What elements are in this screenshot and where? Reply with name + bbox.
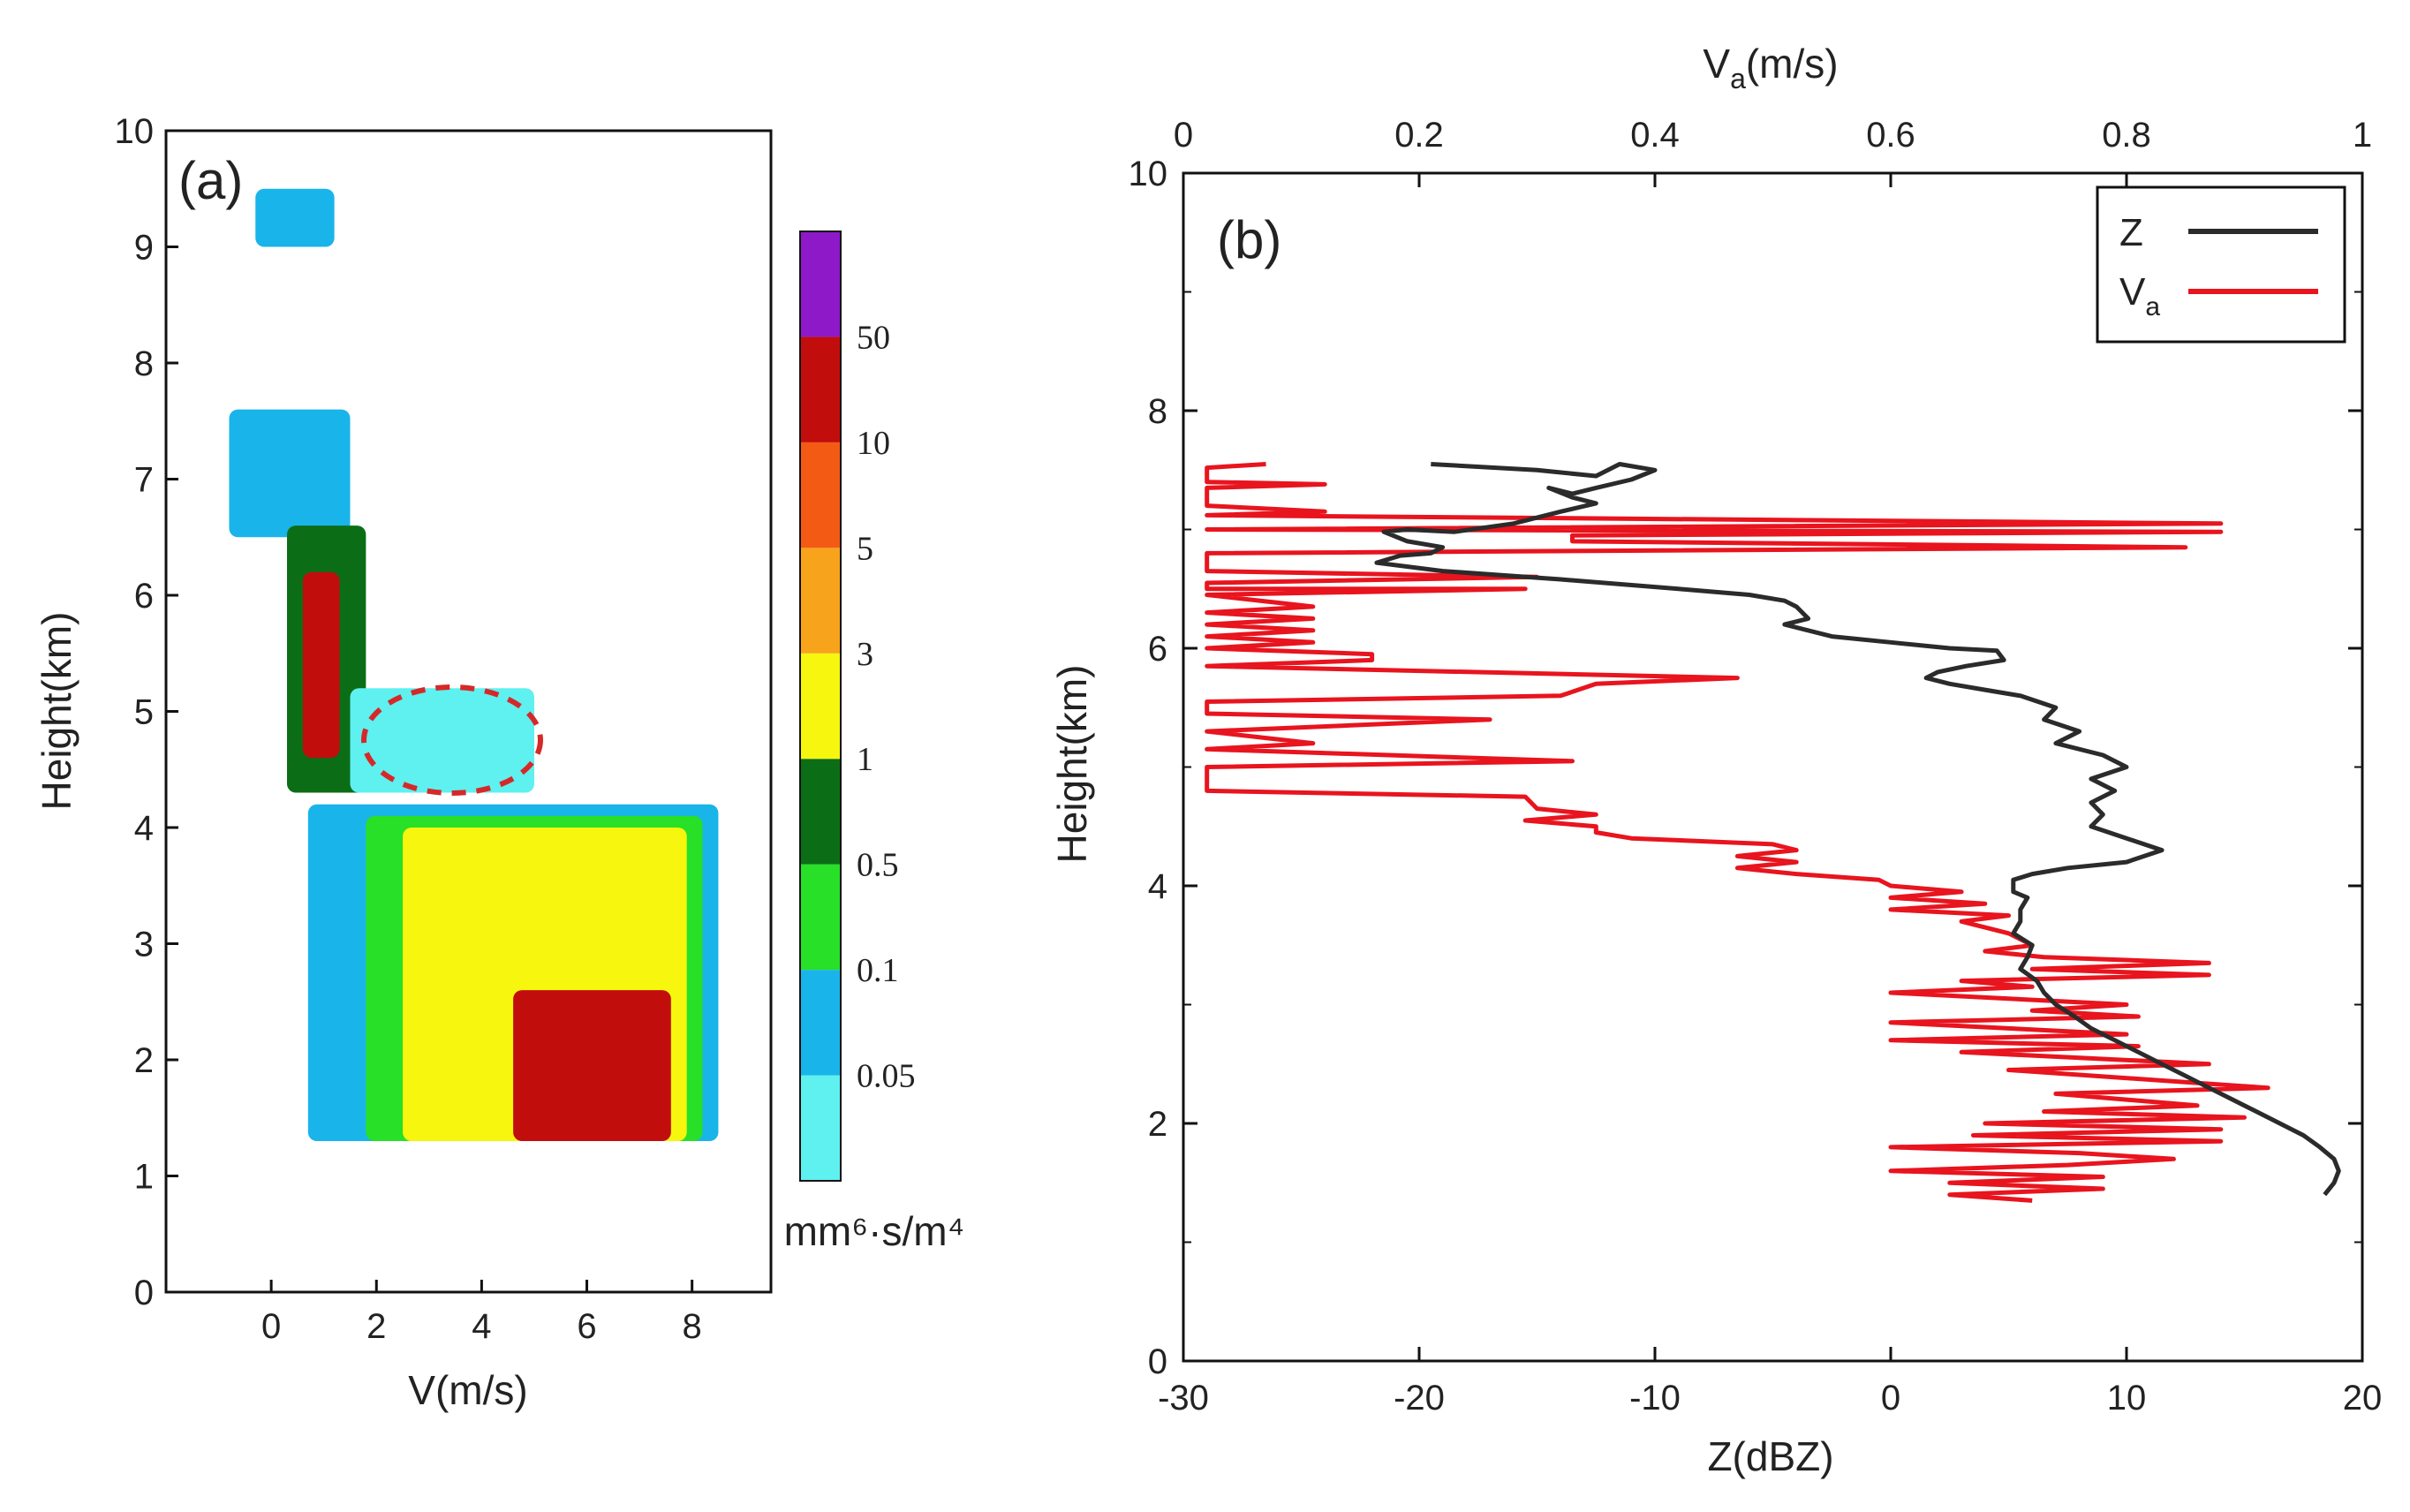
panel-label-a: (a) bbox=[178, 151, 243, 210]
colorbar-level-label: 0.1 bbox=[857, 952, 899, 989]
y-tick-label-a: 5 bbox=[134, 693, 154, 732]
colorbar-unit: mm⁶·s/m⁴ bbox=[784, 1208, 965, 1254]
x-tick-label-b: -10 bbox=[1629, 1379, 1681, 1418]
colorbar-swatch bbox=[800, 759, 841, 865]
x-tick-label-a: 2 bbox=[366, 1307, 386, 1346]
colorbar: 0.05 0.1 0.5 1 3 5 10 50 bbox=[799, 231, 916, 1182]
legend-va-sub: a bbox=[2145, 292, 2160, 321]
colorbar-level-label: 3 bbox=[857, 636, 873, 673]
y-tick-label-a: 1 bbox=[134, 1158, 154, 1197]
series-line-z bbox=[1374, 462, 2341, 1197]
x-axis-title-b: Z(dBZ) bbox=[1707, 1433, 1833, 1479]
y-tick-label-a: 4 bbox=[134, 809, 154, 848]
spectrum-region-ice-peak bbox=[302, 571, 340, 759]
x2-tick-label-b: 0 bbox=[1174, 116, 1193, 155]
x-tick-label-a: 0 bbox=[261, 1307, 281, 1346]
x2-tick-label-b: 1 bbox=[2353, 116, 2372, 155]
panel-label-b: (b) bbox=[1217, 210, 1281, 269]
x-axis-title-a: V(m/s) bbox=[408, 1367, 527, 1413]
x-tick-label-a: 6 bbox=[577, 1307, 596, 1346]
x2-title-unit: (m/s) bbox=[1746, 41, 1839, 87]
line-series-group bbox=[1205, 462, 2341, 1203]
y-tick-label-a: 8 bbox=[134, 344, 154, 383]
colorbar-level-label: 50 bbox=[857, 319, 890, 356]
plot-frame-b bbox=[1182, 171, 2364, 1363]
legend-label-z: Z bbox=[2119, 211, 2143, 254]
heatmap-spectrum bbox=[229, 188, 719, 1142]
colorbar-level-label: 0.5 bbox=[857, 847, 899, 884]
colorbar-swatch bbox=[800, 231, 841, 337]
y-tick-label-a: 0 bbox=[134, 1274, 154, 1312]
y-tick-label-a: 6 bbox=[134, 577, 154, 616]
y-tick-label-b: 10 bbox=[1129, 155, 1168, 193]
colorbar-swatch bbox=[800, 336, 841, 442]
spectrum-region-rain-peak bbox=[513, 990, 671, 1142]
colorbar-level-label: 5 bbox=[857, 530, 873, 567]
colorbar-swatch bbox=[800, 653, 841, 760]
colorbar-level-label: 0.05 bbox=[857, 1058, 916, 1095]
axes-a: 0 2 4 6 8 0 1 2 3 4 5 6 7 8 9 10 bbox=[115, 112, 702, 1346]
y-axis-title-a: Height(km) bbox=[34, 612, 79, 811]
x-tick-label-b: 10 bbox=[2107, 1379, 2147, 1418]
x2-title-sub: a bbox=[1730, 63, 1746, 94]
y-tick-label-a: 3 bbox=[134, 926, 154, 964]
spectrum-region-melting-region bbox=[350, 688, 534, 793]
y-tick-label-a: 2 bbox=[134, 1041, 154, 1080]
x2-tick-label-b: 0.2 bbox=[1394, 116, 1444, 155]
y-tick-label-b: 4 bbox=[1148, 867, 1167, 906]
colorbar-swatch bbox=[800, 970, 841, 1076]
x-tick-label-b: -20 bbox=[1394, 1379, 1445, 1418]
x-tick-label-a: 8 bbox=[683, 1307, 702, 1346]
legend: Z Va bbox=[2096, 185, 2346, 344]
legend-box bbox=[2096, 185, 2346, 344]
x-tick-label-b: 0 bbox=[1881, 1379, 1900, 1418]
annotation-ellipse bbox=[361, 684, 543, 796]
x-tick-label-b: 20 bbox=[2343, 1379, 2383, 1418]
legend-label-va: Va bbox=[2119, 270, 2160, 321]
y-tick-label-b: 2 bbox=[1148, 1105, 1167, 1144]
x2-tick-label-b: 0.8 bbox=[2102, 116, 2151, 155]
x-tick-label-b: -30 bbox=[1158, 1379, 1209, 1418]
y-tick-label-a: 10 bbox=[115, 112, 155, 151]
y-axis-title-b: Height(km) bbox=[1049, 665, 1095, 864]
x2-axis-title-b: Va(m/s) bbox=[1703, 41, 1838, 94]
colorbar-frame bbox=[799, 231, 842, 1182]
y-tick-label-b: 6 bbox=[1148, 630, 1167, 669]
x-tick-label-a: 4 bbox=[472, 1307, 491, 1346]
y-tick-label-b: 0 bbox=[1148, 1342, 1167, 1381]
y-tick-label-a: 7 bbox=[134, 461, 154, 500]
x2-tick-label-b: 0.4 bbox=[1630, 116, 1680, 155]
colorbar-swatch bbox=[800, 548, 841, 654]
spectrum-region-ice-layer bbox=[229, 409, 351, 538]
colorbar-swatch bbox=[800, 442, 841, 548]
x2-title-v: V bbox=[1703, 41, 1730, 87]
y-tick-label-b: 8 bbox=[1148, 392, 1167, 431]
spectrum-region-upper-patch bbox=[255, 188, 335, 247]
legend-va-v: V bbox=[2119, 270, 2146, 314]
colorbar-level-label: 1 bbox=[857, 741, 873, 778]
colorbar-swatch bbox=[800, 1075, 841, 1181]
series-line-va bbox=[1205, 462, 2270, 1203]
y-tick-label-a: 9 bbox=[134, 229, 154, 268]
x2-tick-label-b: 0.6 bbox=[1866, 116, 1915, 155]
colorbar-level-label: 10 bbox=[857, 425, 890, 462]
colorbar-swatch bbox=[800, 864, 841, 971]
